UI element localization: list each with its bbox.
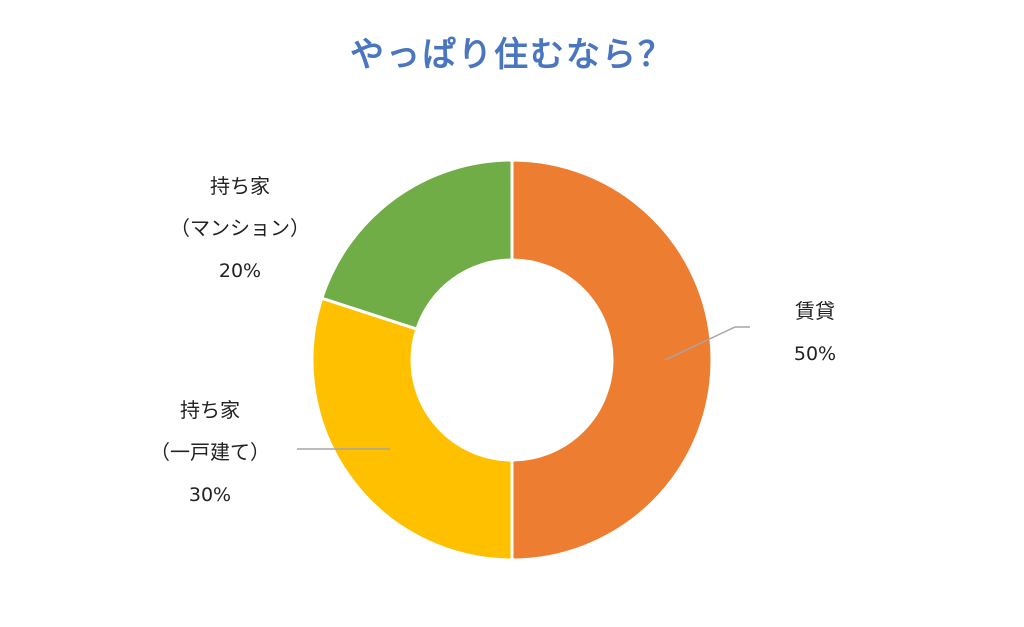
leader-lines-group — [297, 326, 750, 450]
donut-slice-0 — [510, 158, 714, 562]
slice-label-2-line-0: 持ち家 — [210, 174, 270, 198]
data-labels-group: 賃貸 50% 持ち家 （一戸建て） 30% 持ち家 （マンション） 20% — [150, 174, 836, 506]
slice-label-1-line-1: （一戸建て） — [150, 440, 270, 464]
leader-line-0 — [664, 326, 750, 361]
slice-label-1-line-0: 持ち家 — [180, 398, 240, 422]
donut-slice-2 — [319, 158, 514, 331]
slice-value-label-1: 30% — [189, 484, 231, 506]
slice-label-0-line-0: 賃貸 — [795, 299, 835, 323]
slices-group — [310, 158, 714, 562]
chart-title: やっぱり住むなら？ — [350, 35, 674, 75]
slice-value-label-2: 20% — [219, 260, 261, 282]
donut-slice-1 — [310, 296, 514, 562]
slice-label-2-line-1: （マンション） — [170, 216, 310, 240]
slice-value-label-0: 50% — [794, 343, 836, 365]
